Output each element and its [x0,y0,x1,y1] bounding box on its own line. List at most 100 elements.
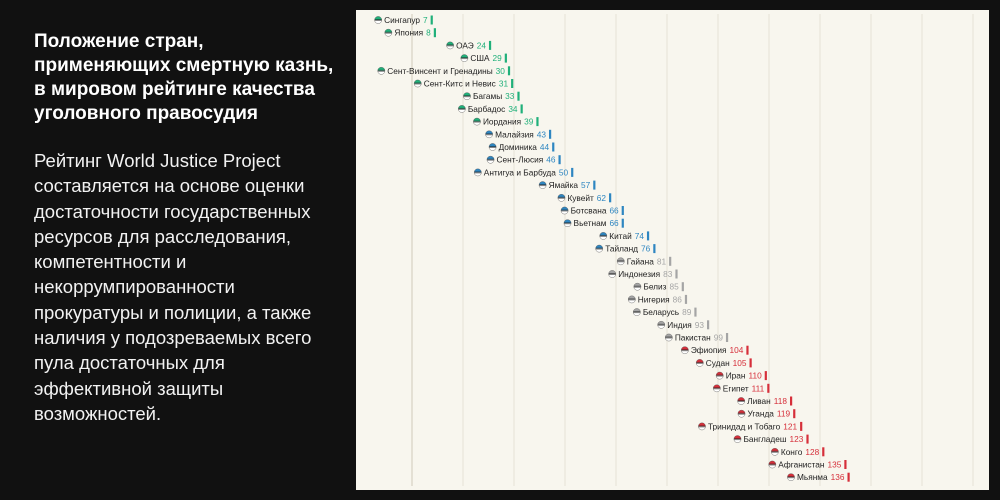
singapore-flag-icon [374,16,382,24]
rank-value-label: 128 [805,447,819,457]
rank-value-label: 135 [827,460,841,470]
chart-row: Нигерия 86 [628,294,688,304]
country-label: Беларусь [643,307,679,317]
iran-flag-icon [716,372,724,380]
uganda-flag-icon [737,410,746,418]
country-label: Гайана [627,256,654,266]
chart-row: Конго 128 [771,447,825,457]
rank-value-label: 24 [477,40,487,50]
chart-row: Доминика 44 [488,142,555,152]
rank-marker [789,396,793,406]
india-flag-icon [657,321,665,329]
rank-marker [806,434,809,444]
chart-row: Кувейт 62 [557,193,612,203]
country-label: США [470,53,490,63]
chart-row: Беларусь 89 [633,307,697,317]
chart-row: Япония 8 [384,28,436,38]
country-label: Сент-Винсент и Гренадины [387,66,492,76]
rank-marker [800,421,803,431]
chart-row: ОАЭ 24 [446,40,492,50]
chart-row: Тайланд 76 [595,244,656,254]
gridlines [411,14,974,486]
country-label: Китай [609,231,632,241]
belize-flag-icon [633,283,642,291]
dominica-flag-icon [489,143,497,151]
country-label: Судан [706,358,730,368]
chart-row: Бангладеш 123 [733,434,809,444]
chart-row: Афганистан 135 [768,460,847,470]
rank-value-label: 89 [682,307,692,317]
rank-value-label: 66 [609,206,619,216]
country-label: Сент-Люсия [497,155,544,165]
chart-row: Египет 111 [713,383,770,393]
chart-row: Гайана 81 [616,256,672,266]
congo-flag-icon [771,448,779,456]
rank-value-label: 43 [537,129,547,139]
rank-value-label: 39 [524,117,534,127]
rank-marker [675,269,678,279]
nigeria-flag-icon [628,295,636,303]
chart-row: Тринидад и Тобаго 121 [698,421,803,431]
country-label: Индонезия [618,269,660,279]
rank-value-label: 74 [635,231,645,241]
saint-vincent-flag-icon [377,67,385,75]
rank-value-label: 66 [609,218,619,228]
rank-value-label: 57 [581,180,591,190]
chart-row: Мьянма 136 [787,472,850,482]
country-label: Иордания [483,117,521,127]
belarus-flag-icon [633,308,641,316]
rank-marker [552,142,555,152]
country-label: Антигуа и Барбуда [484,167,556,177]
country-label: Малайзия [495,129,534,139]
rank-marker [571,167,574,177]
country-label: Мьянма [797,472,828,482]
bahamas-flag-icon [463,92,471,100]
chart-row: Уганда 119 [737,409,796,419]
rank-marker [725,333,729,342]
rank-marker [430,15,433,25]
chart-row: Белиз 85 [633,282,684,292]
japan-flag-icon [384,29,392,37]
kuwait-flag-icon [557,194,566,202]
country-label: Афганистан [778,460,824,470]
ethiopia-flag-icon [681,346,689,354]
country-label: Ботсвана [571,206,607,216]
country-label: Багамы [473,91,502,101]
antigua-flag-icon [474,168,482,176]
rank-marker [793,409,796,419]
chart-row: Багамы 33 [463,91,520,101]
chart-panel: Сингапур 7 Япония 8 ОАЭ 24 США 29 Сент-Винсент и… [356,10,989,490]
rank-marker [536,117,539,127]
country-label: Тайланд [605,244,638,254]
rank-value-label: 123 [790,434,804,444]
rank-value-label: 110 [748,371,762,381]
country-label: ОАЭ [456,40,474,50]
rank-value-label: 104 [730,345,744,355]
country-label: Тринидад и Тобаго [708,421,781,431]
rank-marker [520,104,523,114]
country-label: Египет [723,383,749,393]
country-label: Конго [781,447,803,457]
usa-flag-icon [460,54,468,62]
country-label: Барбадос [468,104,505,114]
rank-value-label: 44 [540,142,550,152]
rank-value-label: 81 [657,256,667,266]
rank-value-label: 8 [426,28,431,38]
chart-row: Ботсвана 66 [560,206,624,216]
country-label: Эфиопия [691,345,727,355]
rank-value-label: 111 [752,383,765,393]
rank-value-label: 34 [508,104,518,114]
rank-value-label: 83 [663,269,673,279]
chart-row: Пакистан 99 [665,333,729,343]
jordan-flag-icon [473,118,481,126]
chart-row: Эфиопия 104 [681,345,749,355]
rank-marker [844,460,847,469]
rank-marker [653,244,656,254]
chart-row: Ямайка 57 [538,180,596,190]
chart-row: Вьетнам 66 [563,218,624,228]
country-label: Индия [667,320,692,330]
rank-marker [706,320,710,330]
chart-row: Судан 105 [695,358,752,368]
rank-marker [609,193,612,203]
jamaica-flag-icon [539,181,547,189]
